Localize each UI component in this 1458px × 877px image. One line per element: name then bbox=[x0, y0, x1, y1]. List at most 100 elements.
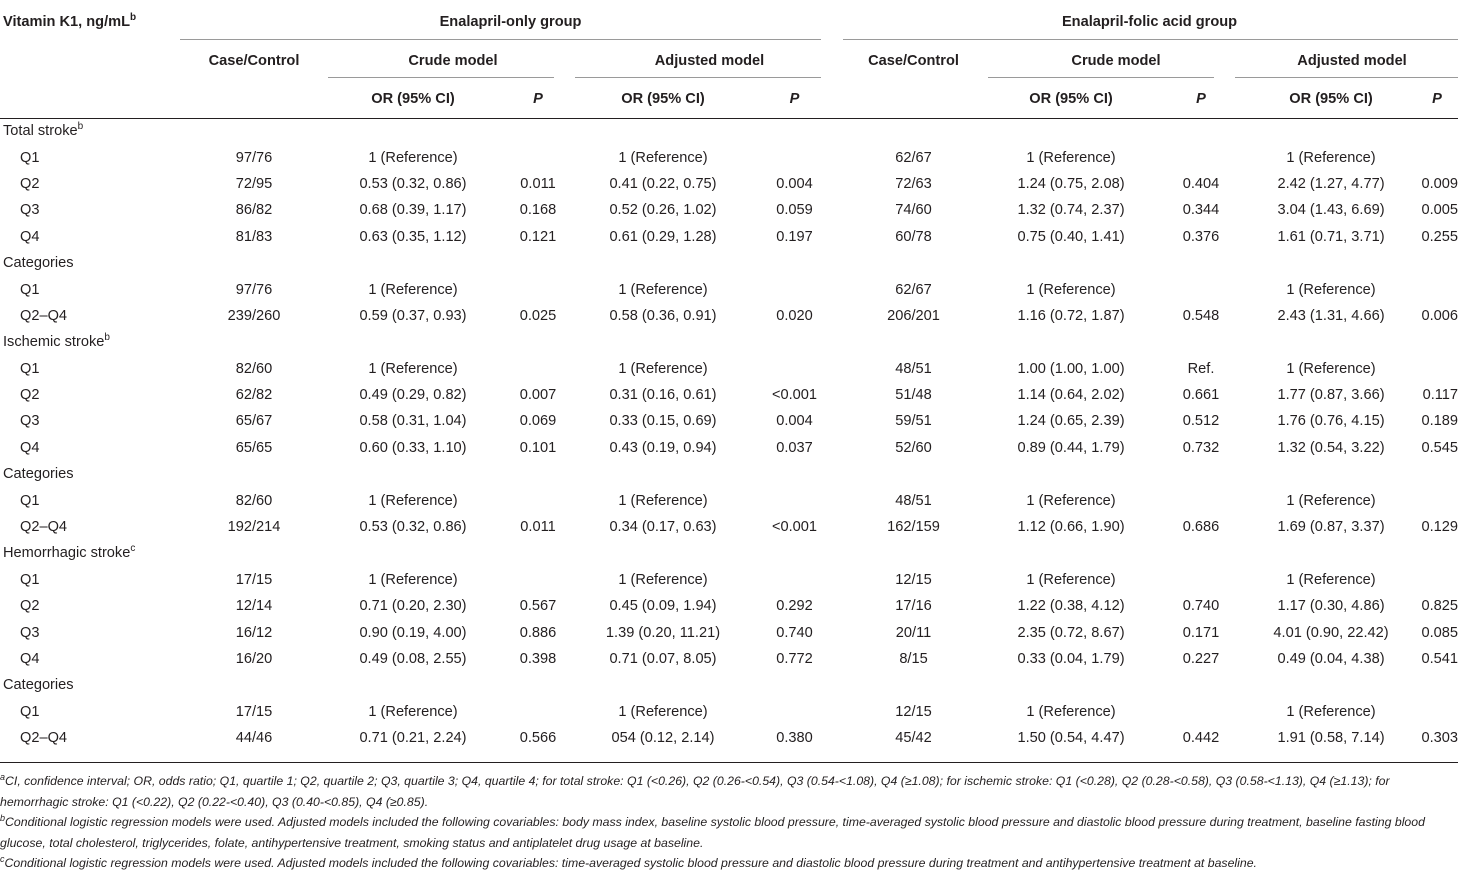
or-ci-cell: 0.49 (0.29, 0.82) bbox=[359, 387, 467, 404]
or-ci-cell: 2.42 (1.27, 4.77) bbox=[1277, 175, 1385, 192]
group-underline-enalapril-folic bbox=[843, 39, 1458, 40]
case-control-cell: 44/46 bbox=[235, 730, 273, 747]
case-control-cell: 82/60 bbox=[235, 492, 273, 509]
table-row: Q3 86/82 0.68 (0.39, 1.17) 0.168 0.52 (0.26,… bbox=[0, 197, 1458, 223]
p-value-cell: 0.020 bbox=[776, 307, 813, 324]
p-value-cell: 0.189 bbox=[1421, 413, 1458, 430]
or-ci-cell: 1.24 (0.65, 2.39) bbox=[1017, 413, 1125, 430]
row-label: Q2–Q4 bbox=[20, 730, 68, 747]
case-control-cell: 65/65 bbox=[235, 439, 273, 456]
or-ci-cell: 0.71 (0.20, 2.30) bbox=[359, 598, 467, 615]
p-header: P bbox=[748, 80, 842, 119]
table-row: Q1 82/60 1 (Reference) 1 (Reference) 48/51 1 … bbox=[0, 487, 1458, 513]
p-value-cell: 0.006 bbox=[1421, 307, 1458, 324]
section-title-row: Total strokeb bbox=[0, 118, 1458, 144]
or-ci-cell: 0.89 (0.44, 1.79) bbox=[1017, 439, 1125, 456]
or-ci-cell: 1 (Reference) bbox=[618, 571, 708, 588]
table-row: Q3 65/67 0.58 (0.31, 1.04) 0.069 0.33 (0.15,… bbox=[0, 408, 1458, 434]
or-ci-cell: 1 (Reference) bbox=[1286, 492, 1376, 509]
p-value-cell: 0.117 bbox=[1422, 387, 1458, 404]
p-value-cell bbox=[748, 487, 841, 513]
footnotes: aCI, confidence interval; OR, odds ratio… bbox=[0, 771, 1458, 874]
crude-model-header-2: Crude model bbox=[1071, 53, 1161, 69]
row-label: Q2 bbox=[20, 175, 40, 192]
or-ci-cell: 0.71 (0.21, 2.24) bbox=[359, 730, 467, 747]
or-ci-cell: 0.75 (0.40, 1.41) bbox=[1017, 228, 1125, 245]
or-ci-cell: 1.17 (0.30, 4.86) bbox=[1277, 598, 1385, 615]
row-label: Q2–Q4 bbox=[20, 307, 68, 324]
section-title: Total strokeb bbox=[3, 121, 84, 140]
or-ci-cell: 1.91 (0.58, 7.14) bbox=[1277, 730, 1385, 747]
table-row: Q3 16/12 0.90 (0.19, 4.00) 0.886 1.39 (0.20,… bbox=[0, 619, 1458, 645]
or-ci-cell: 0.49 (0.04, 4.38) bbox=[1277, 651, 1385, 667]
adjusted-model-header-2: Adjusted model bbox=[1297, 53, 1407, 69]
section-title-row: Ischemic strokeb bbox=[0, 329, 1458, 355]
or-ci-cell: 1.32 (0.74, 2.37) bbox=[1017, 202, 1125, 219]
p-value-cell bbox=[1156, 144, 1246, 170]
adjusted-model-header-1: Adjusted model bbox=[654, 53, 765, 69]
case-control-cell: 82/60 bbox=[235, 360, 273, 377]
row-label-sup: b bbox=[130, 12, 137, 24]
p-value-cell: 0.129 bbox=[1421, 519, 1458, 536]
case-control-cell: 65/67 bbox=[235, 413, 273, 430]
p-value-cell: 0.011 bbox=[520, 519, 556, 536]
row-label: Q4 bbox=[20, 439, 40, 456]
section-title-sup: b bbox=[104, 332, 110, 344]
case-control-cell: 81/83 bbox=[235, 228, 273, 245]
or-ci-cell: 3.04 (1.43, 6.69) bbox=[1277, 202, 1385, 219]
row-label: Q3 bbox=[20, 202, 40, 219]
case-control-cell: 20/11 bbox=[895, 624, 932, 641]
p-value-cell: 0.545 bbox=[1421, 439, 1458, 456]
p-value-cell: 0.566 bbox=[519, 730, 557, 747]
or-ci-cell: 2.35 (0.72, 8.67) bbox=[1017, 624, 1125, 641]
p-value-cell: 0.101 bbox=[519, 439, 557, 456]
section-title-sup: b bbox=[77, 121, 84, 133]
or-ci-cell: 0.43 (0.19, 0.94) bbox=[609, 439, 717, 456]
p-value-cell bbox=[1156, 276, 1246, 302]
or-ci-cell: 0.31 (0.16, 0.61) bbox=[609, 387, 717, 404]
p-value-cell: 0.380 bbox=[776, 730, 813, 747]
p-value-cell: 0.059 bbox=[776, 202, 813, 219]
p-value-cell bbox=[498, 276, 578, 302]
case-control-cell: 59/51 bbox=[895, 413, 932, 430]
p-value-cell: 0.197 bbox=[776, 228, 813, 245]
table-row: Q2–Q4 239/260 0.59 (0.37, 0.93) 0.025 0.58 (… bbox=[0, 303, 1458, 329]
or-ci-cell: 1 (Reference) bbox=[1286, 281, 1376, 298]
p-value-cell: 0.404 bbox=[1182, 175, 1220, 192]
or-ci-cell: 0.33 (0.15, 0.69) bbox=[609, 413, 717, 430]
p-value-cell: 0.825 bbox=[1421, 598, 1458, 615]
p-value-cell: 0.442 bbox=[1182, 730, 1220, 747]
case-control-cell: 52/60 bbox=[895, 439, 932, 456]
case-control-cell: 48/51 bbox=[895, 492, 932, 509]
or-ci-cell: 1.61 (0.71, 3.71) bbox=[1277, 228, 1385, 245]
p-value-cell: 0.740 bbox=[1182, 598, 1220, 615]
case-control-cell: 97/76 bbox=[235, 149, 273, 166]
case-control-cell: 12/14 bbox=[235, 598, 273, 615]
or-ci-header: OR (95% CI) bbox=[1246, 80, 1417, 119]
p-value-cell bbox=[748, 276, 841, 302]
p-value-cell: 0.303 bbox=[1421, 730, 1458, 747]
p-value-cell: 0.005 bbox=[1421, 202, 1458, 219]
or-ci-cell: 0.58 (0.36, 0.91) bbox=[609, 307, 717, 324]
or-ci-cell: 0.63 (0.35, 1.12) bbox=[359, 228, 467, 245]
row-label: Q1 bbox=[20, 149, 40, 166]
row-label: Q2–Q4 bbox=[20, 519, 68, 536]
p-value-cell: 0.686 bbox=[1182, 519, 1220, 536]
table-row: Q1 17/15 1 (Reference) 1 (Reference) 12/15 1 … bbox=[0, 567, 1458, 593]
p-value-cell bbox=[1416, 276, 1458, 302]
p-value-cell bbox=[1416, 487, 1458, 513]
or-ci-cell: 0.58 (0.31, 1.04) bbox=[359, 413, 467, 430]
section-title-sup: c bbox=[130, 543, 136, 555]
p-value-cell bbox=[1416, 567, 1458, 593]
or-ci-cell: 1 (Reference) bbox=[368, 149, 458, 166]
or-ci-cell: 0.41 (0.22, 0.75) bbox=[609, 175, 717, 192]
p-value-cell: 0.567 bbox=[519, 598, 557, 615]
categories-title: Categories bbox=[3, 255, 74, 272]
or-ci-cell: 1.77 (0.87, 3.66) bbox=[1277, 387, 1385, 404]
or-ci-cell: 4.01 (0.90, 22.42) bbox=[1273, 624, 1389, 641]
case-control-cell: 60/78 bbox=[895, 228, 932, 245]
group-header-enalapril-only: Enalapril-only group bbox=[439, 14, 582, 30]
table-row: Q1 97/76 1 (Reference) 1 (Reference) 62/67 1 … bbox=[0, 144, 1458, 170]
p-value-cell bbox=[498, 487, 578, 513]
case-control-cell: 72/95 bbox=[235, 175, 273, 192]
